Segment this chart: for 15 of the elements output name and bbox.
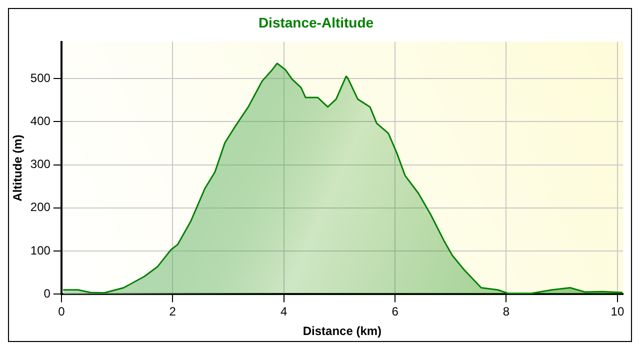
x-tick-label: 4	[280, 304, 288, 319]
chart-title: Distance-Altitude	[258, 14, 374, 30]
y-axis-title: Altitude (m)	[10, 134, 25, 202]
y-tick-label: 200	[30, 200, 51, 214]
x-tick-label: 8	[502, 304, 510, 319]
y-tick-label: 100	[30, 243, 51, 258]
x-axis-title: Distance (km)	[302, 324, 382, 338]
y-tick-label: 500	[30, 70, 51, 85]
y-tick-label: 400	[30, 114, 51, 128]
y-tick-label: 300	[30, 157, 51, 172]
x-tick-label: 10	[610, 304, 624, 319]
x-tick-label: 0	[58, 304, 66, 319]
x-tick-label: 6	[392, 304, 399, 319]
x-tick-label: 2	[169, 304, 176, 319]
y-tick-label: 0	[44, 286, 51, 301]
